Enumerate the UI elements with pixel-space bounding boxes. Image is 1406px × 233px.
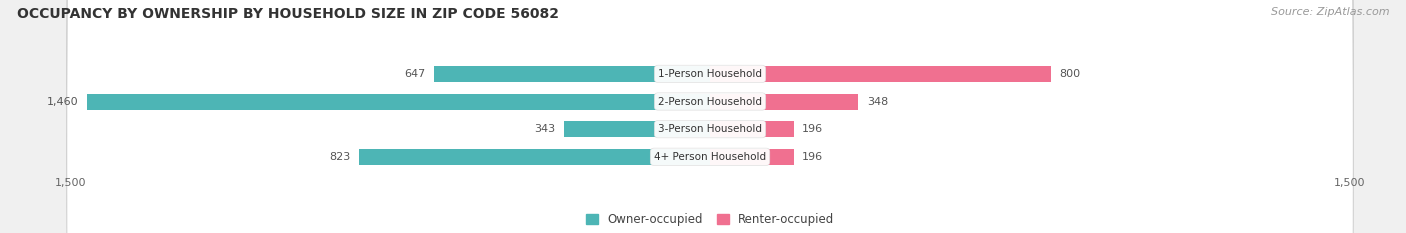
Text: 1,460: 1,460 [48,96,79,106]
Text: 196: 196 [803,152,824,162]
FancyBboxPatch shape [67,0,1353,233]
Legend: Owner-occupied, Renter-occupied: Owner-occupied, Renter-occupied [581,208,839,231]
Text: 1-Person Household: 1-Person Household [658,69,762,79]
Bar [359,149,710,165]
Bar [564,121,710,137]
Text: 196: 196 [803,124,824,134]
Text: 800: 800 [1060,69,1081,79]
FancyBboxPatch shape [67,0,1353,233]
Bar [710,66,1052,82]
Text: OCCUPANCY BY OWNERSHIP BY HOUSEHOLD SIZE IN ZIP CODE 56082: OCCUPANCY BY OWNERSHIP BY HOUSEHOLD SIZE… [17,7,558,21]
Text: 348: 348 [868,96,889,106]
Text: 647: 647 [405,69,426,79]
Text: Source: ZipAtlas.com: Source: ZipAtlas.com [1271,7,1389,17]
Text: 2-Person Household: 2-Person Household [658,96,762,106]
Bar [87,93,710,110]
Text: 823: 823 [329,152,350,162]
Bar [710,93,859,110]
Bar [710,121,793,137]
Text: 3-Person Household: 3-Person Household [658,124,762,134]
Text: 343: 343 [534,124,555,134]
Bar [434,66,710,82]
Bar [710,149,793,165]
Text: 4+ Person Household: 4+ Person Household [654,152,766,162]
FancyBboxPatch shape [67,0,1353,233]
FancyBboxPatch shape [67,0,1353,233]
